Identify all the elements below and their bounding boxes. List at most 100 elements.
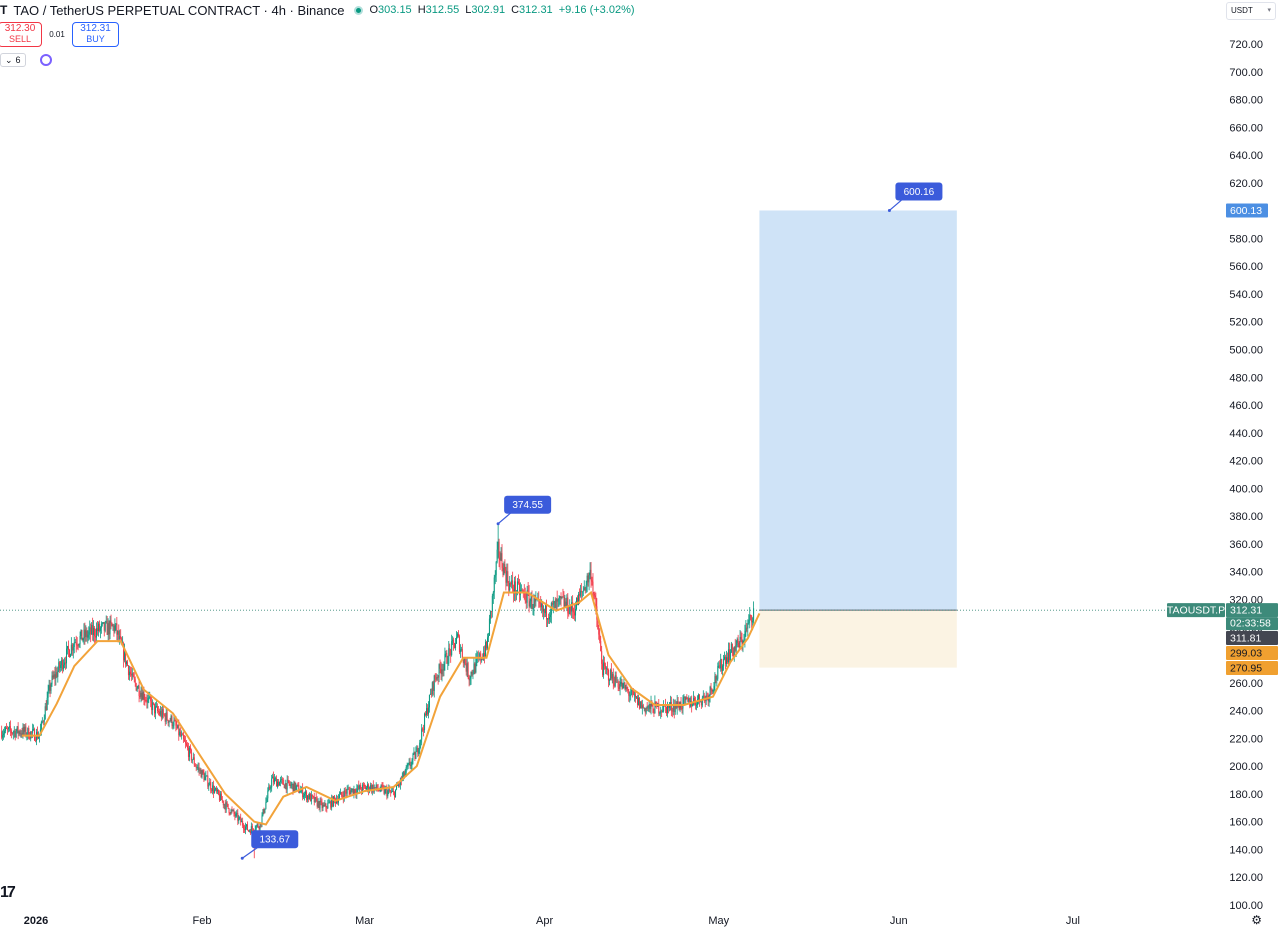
candle-body <box>474 663 476 673</box>
gear-icon[interactable]: ⚙ <box>1251 913 1262 927</box>
currency-label: USDT <box>1231 6 1253 15</box>
candle-body <box>420 739 422 743</box>
candle-body <box>491 595 493 612</box>
candle-body <box>395 789 397 798</box>
candle-body <box>689 697 691 707</box>
candle-body <box>68 649 70 658</box>
candle-body <box>462 657 464 664</box>
currency-select[interactable]: USDT ▾ <box>1226 2 1276 20</box>
symbol-title[interactable]: TAO / TetherUS PERPETUAL CONTRACT · 4h ·… <box>13 2 345 18</box>
candle-body <box>389 789 391 792</box>
price-tick-label: 540.00 <box>1229 289 1263 301</box>
candle-body <box>209 782 211 786</box>
candle-body <box>384 788 386 794</box>
candle-body <box>177 724 179 729</box>
candle-body <box>524 592 526 601</box>
price-tick-label: 220.00 <box>1229 733 1263 745</box>
candle-body <box>387 791 389 797</box>
candle-body <box>406 766 408 768</box>
candle-body <box>18 731 20 734</box>
candle-body <box>648 704 650 707</box>
candle-body <box>195 766 197 768</box>
candle-body <box>92 625 94 635</box>
candle-body <box>200 769 202 778</box>
candle-body <box>669 701 671 706</box>
candle-body <box>592 581 594 594</box>
tradingview-logo-icon[interactable]: 17 <box>0 884 16 901</box>
candle-body <box>726 657 728 663</box>
candle-body <box>117 631 119 635</box>
candle-body <box>124 650 126 661</box>
svg-text:TAOUSDT.P: TAOUSDT.P <box>1167 605 1225 617</box>
candle-body <box>563 596 565 607</box>
buy-button[interactable]: 312.31 BUY <box>72 22 119 47</box>
candle-body <box>545 604 547 614</box>
candle-body <box>497 541 499 550</box>
high-value: 312.55 <box>425 4 460 16</box>
candle-body <box>617 681 619 688</box>
candle-body <box>54 674 56 679</box>
candle-body <box>702 695 704 698</box>
time-tick-label: Mar <box>355 915 374 927</box>
time-axis[interactable]: 2026 Feb Mar Apr May Jun Jul <box>24 915 1080 927</box>
candle-body <box>246 824 248 831</box>
candle-body <box>52 675 54 678</box>
candle-body <box>107 623 109 635</box>
stop-tag-1: 299.03 <box>1226 646 1278 660</box>
candle-body <box>361 789 363 792</box>
market-status-icon <box>354 5 364 15</box>
candle-body <box>606 668 608 670</box>
candle-body <box>604 662 606 666</box>
candle-body <box>135 683 137 691</box>
candle-body <box>240 817 242 823</box>
candle-body <box>445 653 447 655</box>
quantity-value[interactable]: 0.01 <box>49 30 65 39</box>
candle-body <box>350 790 352 795</box>
candle-body <box>237 813 239 821</box>
candle-body <box>728 649 730 661</box>
candle-body <box>274 778 276 783</box>
sell-button[interactable]: 312.30 SELL <box>0 22 42 47</box>
candle-body <box>601 651 603 664</box>
candle-body <box>196 767 198 769</box>
candle-body <box>590 569 592 581</box>
candle-body <box>262 809 264 816</box>
candle-body <box>182 734 184 736</box>
price-tick-label: 400.00 <box>1229 483 1263 495</box>
candle-body <box>17 726 19 734</box>
candle-body <box>188 747 190 757</box>
candle-body <box>203 773 205 781</box>
indicator-count: 6 <box>15 55 21 65</box>
candle-body <box>69 654 71 658</box>
candle-body <box>186 745 188 748</box>
candle-body <box>666 706 668 714</box>
stop-tag-2: 270.95 <box>1226 661 1278 675</box>
candle-body <box>74 642 76 644</box>
candle-body <box>358 785 360 789</box>
price-axis[interactable]: 720.00 700.00 680.00 660.00 640.00 620.00 600.… <box>1229 39 1263 912</box>
candle-body <box>146 700 148 703</box>
candle-body <box>471 671 473 675</box>
candle-body <box>494 575 496 578</box>
candle-body <box>484 653 486 657</box>
candle-body <box>619 684 621 689</box>
indicators-toggle[interactable]: ⌄ 6 <box>0 53 26 67</box>
candle-body <box>522 590 524 592</box>
candle-body <box>714 676 716 687</box>
candle-body <box>506 571 508 583</box>
candle-body <box>622 683 624 689</box>
symbol-logo-icon: T <box>0 3 8 17</box>
candle-body <box>50 684 52 691</box>
candle-body <box>370 785 372 792</box>
price-tick-label: 460.00 <box>1229 400 1263 412</box>
sync-icon[interactable] <box>39 54 52 66</box>
candle-body <box>544 609 546 614</box>
candle-body <box>326 807 328 809</box>
candle-body <box>390 791 392 793</box>
candle-body <box>184 739 186 742</box>
price-callouts: 374.55 133.67 600.16 <box>240 182 943 860</box>
candle-body <box>175 720 177 726</box>
price-tick-label: 700.00 <box>1229 67 1263 79</box>
candle-body <box>106 621 108 635</box>
